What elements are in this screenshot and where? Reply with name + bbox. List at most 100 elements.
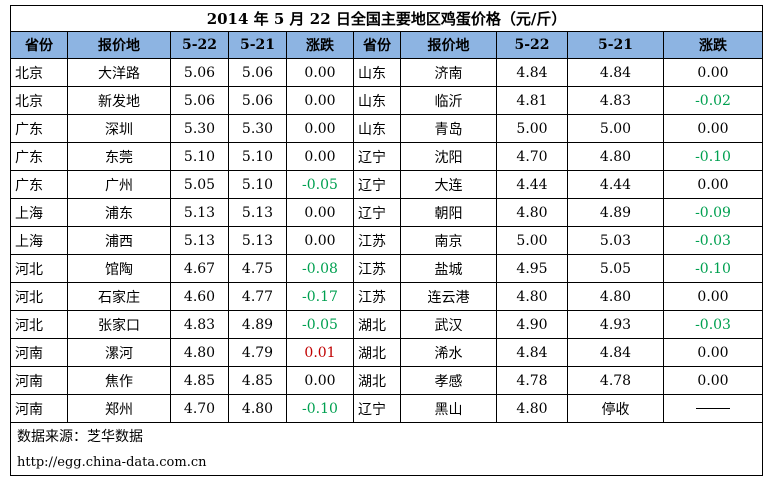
table-row: 河南 郑州 4.70 4.80 -0.10 辽宁 黑山 4.80 停收 — [10, 394, 764, 423]
location-cell: 孝感 — [400, 366, 497, 395]
price-today-cell: 4.83 — [170, 310, 229, 339]
change-cell: -0.10 — [662, 142, 764, 171]
location-cell: 黑山 — [400, 394, 497, 423]
province-cell: 广东 — [10, 114, 68, 143]
province-cell: 湖北 — [353, 310, 401, 339]
change-cell: -0.08 — [286, 254, 354, 283]
price-yesterday-cell: 5.00 — [567, 114, 664, 143]
column-header-change-right: 涨跌 — [662, 31, 764, 59]
location-cell: 广州 — [67, 170, 171, 199]
price-today-cell: 5.13 — [170, 226, 229, 255]
table-row: 广东 东莞 5.10 5.10 0.00 辽宁 沈阳 4.70 4.80 -0.10 — [10, 142, 764, 171]
change-cell: -0.03 — [662, 310, 764, 339]
table-row: 广东 广州 5.05 5.10 -0.05 辽宁 大连 4.44 4.44 0.00 — [10, 170, 764, 199]
change-cell: -0.05 — [286, 310, 354, 339]
table-row: 广东 深圳 5.30 5.30 0.00 山东 青岛 5.00 5.00 0.00 — [10, 114, 764, 143]
table-row: 河南 漯河 4.80 4.79 0.01 湖北 浠水 4.84 4.84 0.00 — [10, 338, 764, 367]
province-cell: 广东 — [10, 142, 68, 171]
province-cell: 河北 — [10, 254, 68, 283]
price-today-cell: 5.00 — [496, 226, 568, 255]
change-cell: 0.00 — [286, 114, 354, 143]
price-today-cell: 4.70 — [170, 394, 229, 423]
location-cell: 大连 — [400, 170, 497, 199]
price-today-cell: 4.70 — [496, 142, 568, 171]
table-row: 河北 石家庄 4.60 4.77 -0.17 江苏 连云港 4.80 4.80 0.00 — [10, 282, 764, 311]
price-today-cell: 5.06 — [170, 86, 229, 115]
price-yesterday-cell: 4.78 — [567, 366, 664, 395]
location-cell: 济南 — [400, 58, 497, 87]
location-cell: 青岛 — [400, 114, 497, 143]
location-cell: 漯河 — [67, 338, 171, 367]
location-cell: 南京 — [400, 226, 497, 255]
location-cell: 石家庄 — [67, 282, 171, 311]
change-cell — [662, 394, 764, 423]
table-row: 北京 大洋路 5.06 5.06 0.00 山东 济南 4.84 4.84 0.00 — [10, 58, 764, 87]
change-cell: -0.10 — [286, 394, 354, 423]
province-cell: 上海 — [10, 226, 68, 255]
header-row: 省份 报价地 5-22 5-21 涨跌 省份 报价地 5-22 5-21 涨跌 — [10, 31, 764, 59]
change-cell: 0.00 — [662, 338, 764, 367]
column-header-price-today-right: 5-22 — [496, 31, 568, 59]
column-header-location-left: 报价地 — [67, 31, 171, 59]
province-cell: 河北 — [10, 310, 68, 339]
province-cell: 北京 — [10, 58, 68, 87]
price-yesterday-cell: 5.06 — [228, 58, 287, 87]
price-yesterday-cell: 5.03 — [567, 226, 664, 255]
province-cell: 河南 — [10, 366, 68, 395]
province-cell: 江苏 — [353, 282, 401, 311]
price-yesterday-cell: 4.44 — [567, 170, 664, 199]
price-today-cell: 4.67 — [170, 254, 229, 283]
location-cell: 连云港 — [400, 282, 497, 311]
province-cell: 江苏 — [353, 254, 401, 283]
table-row: 上海 浦东 5.13 5.13 0.00 辽宁 朝阳 4.80 4.89 -0.09 — [10, 198, 764, 227]
price-today-cell: 4.80 — [496, 282, 568, 311]
price-today-cell: 4.84 — [496, 58, 568, 87]
location-cell: 浦西 — [67, 226, 171, 255]
table-row: 河南 焦作 4.85 4.85 0.00 湖北 孝感 4.78 4.78 0.00 — [10, 366, 764, 395]
data-source: 数据来源：芝华数据 — [9, 422, 764, 449]
price-yesterday-cell: 4.80 — [567, 282, 664, 311]
change-cell: -0.17 — [286, 282, 354, 311]
location-cell: 浦东 — [67, 198, 171, 227]
price-yesterday-cell: 4.89 — [567, 198, 664, 227]
no-change-dash — [696, 408, 731, 409]
table-row: 北京 新发地 5.06 5.06 0.00 山东 临沂 4.81 4.83 -0.02 — [10, 86, 764, 115]
price-today-cell: 4.84 — [496, 338, 568, 367]
change-cell: -0.10 — [662, 254, 764, 283]
price-yesterday-cell: 4.85 — [228, 366, 287, 395]
price-yesterday-cell: 停收 — [567, 394, 664, 423]
change-cell: 0.00 — [662, 366, 764, 395]
province-cell: 河南 — [10, 338, 68, 367]
location-cell: 盐城 — [400, 254, 497, 283]
location-cell: 武汉 — [400, 310, 497, 339]
location-cell: 沈阳 — [400, 142, 497, 171]
province-cell: 山东 — [353, 114, 401, 143]
province-cell: 广东 — [10, 170, 68, 199]
column-header-change-left: 涨跌 — [286, 31, 354, 59]
table-title: 2014 年 5 月 22 日全国主要地区鸡蛋价格（元/斤） — [9, 5, 764, 32]
change-cell: 0.00 — [286, 142, 354, 171]
change-cell: 0.00 — [286, 226, 354, 255]
price-today-cell: 4.81 — [496, 86, 568, 115]
province-cell: 山东 — [353, 86, 401, 115]
change-cell: 0.00 — [286, 198, 354, 227]
column-header-location-right: 报价地 — [400, 31, 497, 59]
province-cell: 辽宁 — [353, 142, 401, 171]
location-cell: 郑州 — [67, 394, 171, 423]
province-cell: 辽宁 — [353, 170, 401, 199]
change-cell: -0.03 — [662, 226, 764, 255]
price-today-cell: 5.05 — [170, 170, 229, 199]
price-today-cell: 5.13 — [170, 198, 229, 227]
change-cell: 0.00 — [286, 58, 354, 87]
location-cell: 东莞 — [67, 142, 171, 171]
price-yesterday-cell: 4.80 — [228, 394, 287, 423]
location-cell: 浠水 — [400, 338, 497, 367]
column-header-price-yesterday-right: 5-21 — [567, 31, 664, 59]
price-table-container: 2014 年 5 月 22 日全国主要地区鸡蛋价格（元/斤） 省份 报价地 5-22… — [9, 5, 764, 476]
price-yesterday-cell: 4.77 — [228, 282, 287, 311]
location-cell: 深圳 — [67, 114, 171, 143]
price-yesterday-cell: 4.84 — [567, 58, 664, 87]
price-yesterday-cell: 5.05 — [567, 254, 664, 283]
price-today-cell: 4.95 — [496, 254, 568, 283]
price-yesterday-cell: 4.83 — [567, 86, 664, 115]
